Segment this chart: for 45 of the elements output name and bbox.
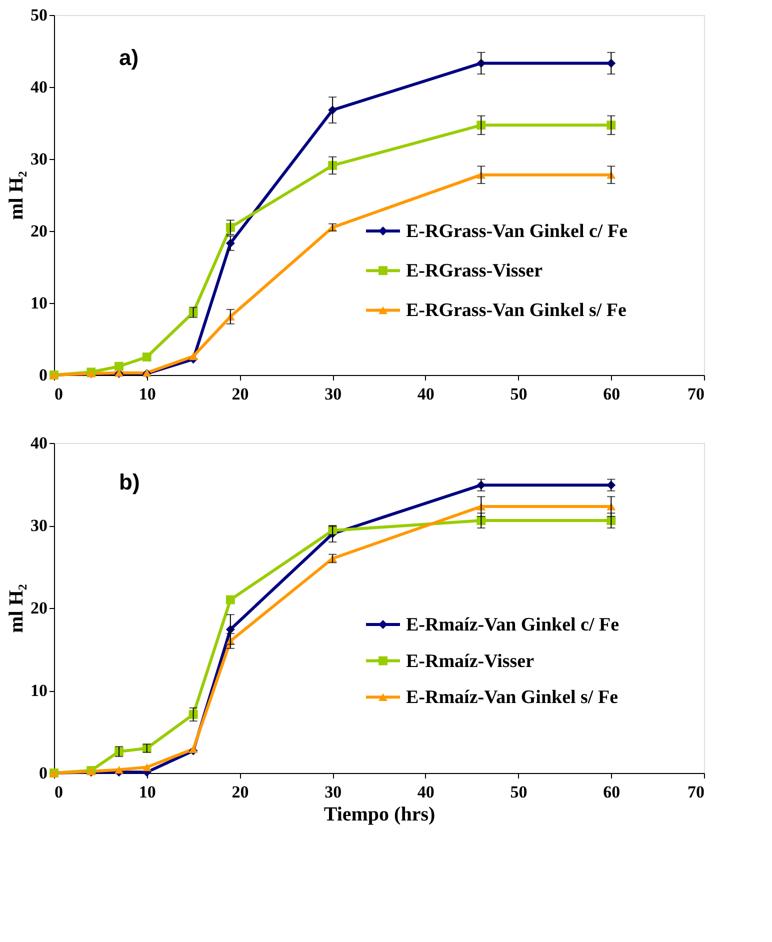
y-tick-label: 0 [39, 366, 48, 384]
point [142, 352, 152, 362]
x-tick-label: 20 [232, 782, 249, 802]
x-tick-label: 30 [324, 384, 342, 404]
x-tick-label: 10 [138, 782, 156, 802]
x-tick-label: 70 [688, 384, 704, 404]
x-tick-label: 0 [54, 384, 63, 404]
point [142, 763, 152, 772]
legend-label: E-RGrass-Van Ginkel c/ Fe [406, 221, 628, 242]
y-tick-label: 20 [30, 598, 48, 618]
x-tick-label: 60 [603, 384, 620, 404]
x-tick-label: 20 [232, 384, 249, 404]
y-tick-label: 20 [30, 222, 48, 240]
y-axis-title: ml H₂ [6, 584, 28, 633]
x-tick-label: 40 [417, 782, 434, 802]
legend-label: E-Rmaíz-Van Ginkel c/ Fe [406, 614, 620, 636]
legend-label: E-Rmaíz-Visser [406, 650, 535, 672]
x-tick-label: 30 [324, 782, 342, 802]
y-axis-title: ml H₂ [6, 171, 28, 220]
x-tick-label: 0 [54, 782, 63, 802]
point [188, 745, 198, 753]
legend-label: E-Rmaíz-Van Ginkel s/ Fe [406, 687, 618, 708]
y-tick-label: 40 [30, 78, 48, 96]
y-tick-label: 30 [30, 150, 48, 168]
point [226, 595, 235, 604]
x-tick-label: 60 [603, 782, 620, 802]
annotation: b) [119, 470, 140, 495]
point [114, 766, 124, 774]
x-tick-label: 50 [510, 782, 528, 802]
point [188, 352, 198, 360]
x-tick-label: 10 [138, 384, 156, 404]
y-tick-label: 0 [39, 764, 48, 782]
x-axis-title: Tiempo (hrs) [324, 804, 436, 826]
y-tick-label: 40 [30, 434, 48, 452]
annotation: a) [119, 45, 139, 70]
y-tick-label: 10 [30, 681, 48, 700]
legend-label: E-RGrass-Van Ginkel s/ Fe [406, 300, 626, 322]
legend-label: E-RGrass-Visser [406, 260, 544, 282]
x-tick-label: 40 [417, 384, 434, 404]
y-tick-label: 30 [30, 516, 48, 535]
y-tick-label: 50 [30, 6, 48, 24]
y-tick-label: 10 [30, 294, 48, 312]
x-tick-label: 50 [510, 384, 528, 404]
x-tick-label: 70 [688, 782, 704, 802]
point [114, 362, 124, 371]
